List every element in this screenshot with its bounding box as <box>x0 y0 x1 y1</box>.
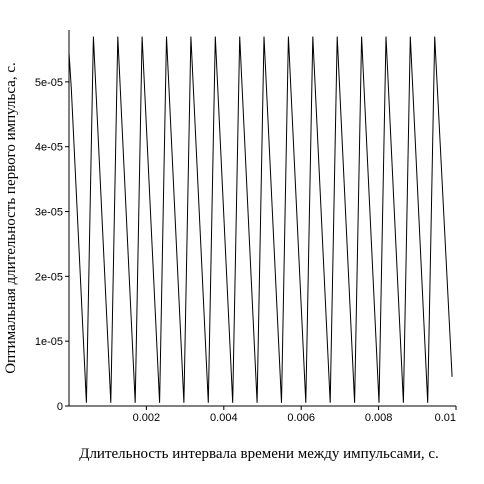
y-tick-label: 3e-05 <box>35 207 63 219</box>
x-tick-label: 0.01 <box>435 412 456 424</box>
x-ticks: 0.002 0.004 0.006 0.008 0.01 <box>133 406 457 424</box>
x-axis-title: Длительность интервала времени между имп… <box>79 446 439 462</box>
y-tick-label: 5e-05 <box>35 77 63 89</box>
plot-area <box>68 36 453 403</box>
y-tick-label: 4e-05 <box>35 142 63 154</box>
series-line <box>68 36 453 403</box>
x-tick-label: 0.008 <box>365 412 393 424</box>
y-tick-label: 1e-05 <box>35 336 63 348</box>
y-tick-label: 2e-05 <box>35 271 63 283</box>
x-tick-label: 0.002 <box>133 412 161 424</box>
x-tick-label: 0.006 <box>287 412 315 424</box>
y-ticks: 0 1e-05 2e-05 3e-05 4e-05 5e-05 <box>35 77 69 413</box>
x-tick-label: 0.004 <box>210 412 238 424</box>
y-axis-title: Оптимальная длительность первого импульс… <box>3 62 19 373</box>
y-tick-label: 0 <box>57 401 63 413</box>
